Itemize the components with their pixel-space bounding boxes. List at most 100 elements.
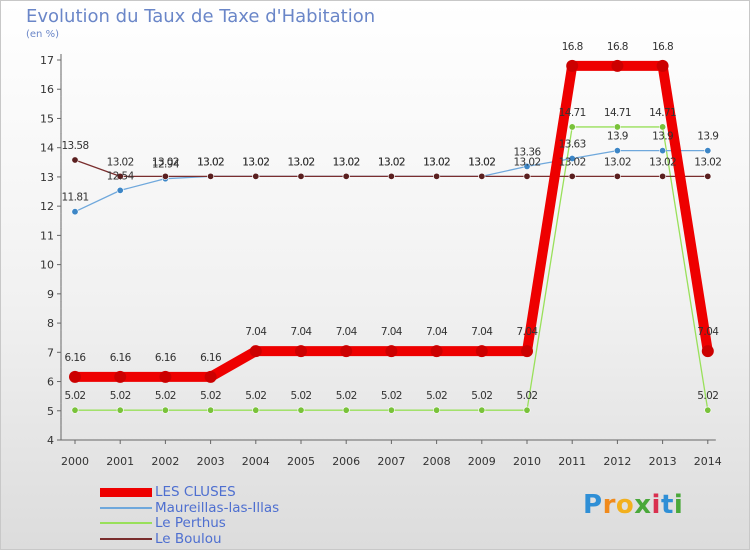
data-label: 13.63 bbox=[559, 139, 586, 151]
y-minor-tick bbox=[60, 278, 62, 280]
data-label: 5.02 bbox=[517, 390, 538, 402]
x-tick-label: 2000 bbox=[61, 455, 89, 468]
data-label: 6.16 bbox=[200, 352, 222, 364]
legend-swatch bbox=[100, 522, 152, 524]
series-2-point bbox=[387, 406, 395, 414]
x-tick-label: 2009 bbox=[468, 455, 496, 468]
y-minor-tick bbox=[60, 110, 62, 112]
data-label: 13.02 bbox=[468, 156, 495, 168]
y-tick-label: 14 bbox=[40, 142, 54, 155]
data-label: 6.16 bbox=[155, 352, 177, 364]
series-0-point bbox=[295, 345, 307, 358]
y-minor-tick bbox=[60, 95, 62, 98]
series-2-point bbox=[568, 123, 576, 131]
data-label: 13.02 bbox=[197, 156, 224, 168]
series-1-point bbox=[613, 147, 621, 155]
series-3-point bbox=[342, 172, 350, 180]
y-minor-tick bbox=[60, 132, 62, 134]
series-0-point bbox=[521, 345, 533, 358]
x-tick-label: 2011 bbox=[558, 455, 586, 468]
data-label: 5.02 bbox=[110, 390, 131, 402]
data-label: 13.02 bbox=[649, 156, 676, 168]
x-tick-label: 2002 bbox=[151, 455, 179, 468]
data-label: 7.04 bbox=[697, 326, 719, 338]
data-label: 5.02 bbox=[426, 390, 447, 402]
x-tick-label: 2012 bbox=[603, 455, 631, 468]
series-0-point bbox=[701, 345, 714, 358]
data-label: 7.04 bbox=[336, 326, 358, 338]
chart-title: Evolution du Taux de Taxe d'Habitation bbox=[26, 6, 376, 27]
series-2-point bbox=[433, 406, 441, 414]
y-tick-label: 15 bbox=[40, 112, 54, 125]
y-minor-tick bbox=[60, 329, 62, 331]
y-minor-tick bbox=[60, 366, 62, 368]
y-minor-tick bbox=[60, 300, 62, 302]
x-tick-label: 2006 bbox=[332, 455, 360, 468]
series-3-point bbox=[387, 172, 395, 180]
y-minor-tick bbox=[60, 227, 62, 229]
series-0-point bbox=[656, 59, 669, 72]
proxiti-logo: Proxiti bbox=[583, 490, 684, 520]
series-2-point bbox=[342, 406, 350, 414]
y-tick-label: 8 bbox=[47, 317, 54, 330]
data-label: 13.36 bbox=[513, 146, 541, 158]
legend-label: Le Perthus bbox=[155, 515, 226, 531]
series-2-point bbox=[207, 406, 215, 414]
data-label: 5.02 bbox=[697, 390, 718, 402]
y-minor-tick bbox=[60, 190, 62, 193]
series-2-point bbox=[71, 406, 79, 414]
y-tick-label: 5 bbox=[47, 405, 54, 418]
series-1-point bbox=[568, 155, 576, 163]
y-minor-tick bbox=[60, 307, 62, 310]
series-1-point bbox=[71, 208, 79, 216]
legend-swatch bbox=[100, 506, 152, 509]
chart-subtitle: (en %) bbox=[26, 29, 59, 40]
data-label: 14.71 bbox=[559, 107, 586, 119]
series-0-point bbox=[159, 370, 172, 383]
y-tick-label: 9 bbox=[47, 288, 54, 301]
series-2-point bbox=[297, 406, 305, 414]
data-label: 12.54 bbox=[107, 170, 135, 182]
y-minor-tick bbox=[60, 337, 62, 339]
series-3-point bbox=[523, 172, 531, 180]
series-3-point bbox=[704, 172, 712, 180]
data-label: 5.02 bbox=[65, 390, 86, 402]
data-label: 13.02 bbox=[333, 156, 360, 168]
series-1-point bbox=[704, 147, 712, 155]
series-0-point bbox=[340, 345, 353, 358]
series-3-point bbox=[297, 172, 305, 180]
data-label: 13.9 bbox=[607, 131, 628, 143]
data-label: 12.94 bbox=[152, 159, 180, 171]
series-3-point bbox=[116, 172, 124, 180]
series-2-point bbox=[659, 123, 667, 131]
y-minor-tick bbox=[60, 125, 62, 127]
y-minor-tick bbox=[60, 139, 62, 141]
y-tick-label: 4 bbox=[47, 434, 54, 447]
data-label: 13.02 bbox=[333, 156, 360, 168]
series-3-point bbox=[478, 172, 486, 180]
data-label: 5.02 bbox=[245, 390, 266, 402]
y-minor-tick bbox=[60, 161, 62, 163]
series-3-point bbox=[71, 156, 79, 164]
data-label: 13.9 bbox=[697, 131, 718, 143]
data-label: 7.04 bbox=[471, 326, 493, 338]
y-minor-tick bbox=[60, 402, 62, 405]
data-label: 13.02 bbox=[604, 156, 631, 168]
data-label: 13.02 bbox=[468, 156, 495, 168]
x-tick-label: 2010 bbox=[513, 455, 541, 468]
data-label: 5.02 bbox=[471, 390, 492, 402]
series-0-point bbox=[475, 345, 488, 358]
x-tick-label: 2008 bbox=[423, 455, 451, 468]
y-minor-tick bbox=[60, 417, 62, 419]
series-3-point bbox=[252, 172, 260, 180]
data-label: 7.04 bbox=[291, 326, 313, 338]
data-label: 13.02 bbox=[287, 156, 314, 168]
y-minor-tick bbox=[60, 285, 62, 288]
data-label: 13.02 bbox=[423, 156, 450, 168]
data-label: 7.04 bbox=[426, 326, 448, 338]
data-label: 13.02 bbox=[423, 156, 450, 168]
legend-label: LES CLUSES bbox=[155, 484, 236, 500]
data-label: 16.8 bbox=[652, 41, 673, 53]
series-0-point bbox=[69, 370, 81, 383]
